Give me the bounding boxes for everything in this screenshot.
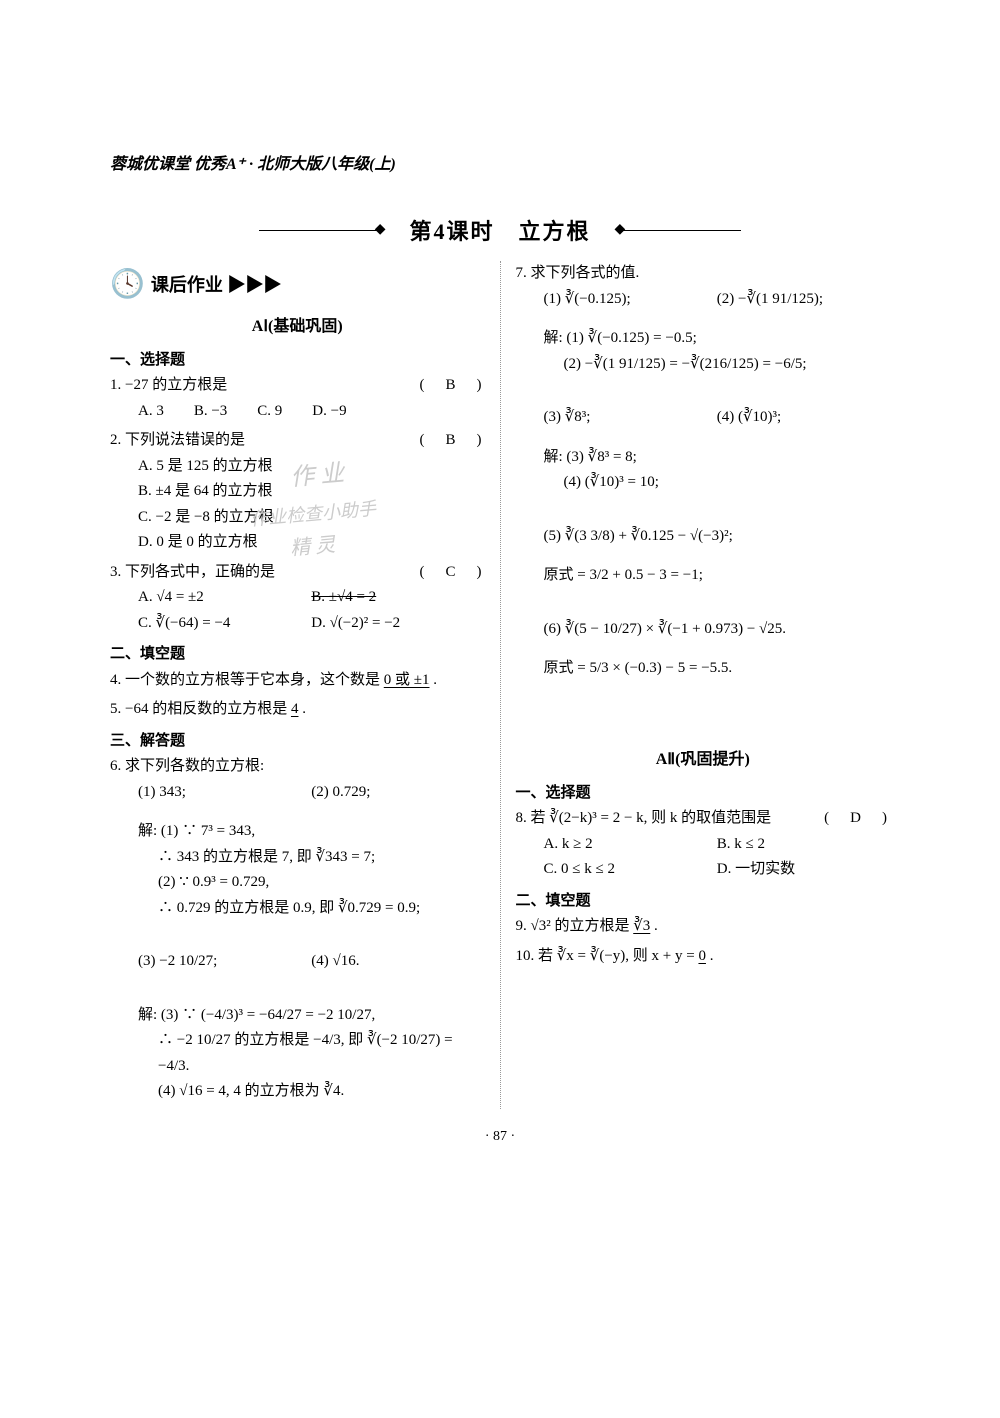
level-a1: AⅠ(基础巩固) [110, 313, 485, 340]
column-right: 7. 求下列各式的值. (1) ∛(−0.125); (2) −∛(1 91/1… [500, 261, 891, 1109]
q6-p2: (2) 0.729; [311, 780, 484, 806]
q4-answer: 0 或 ±1 [384, 672, 430, 688]
q2-opt-d: D. 0 是 0 的立方根 [110, 530, 485, 556]
q8-opt-a: A. k ≥ 2 [544, 832, 717, 858]
problem-2: 2. 下列说法错误的是 ( B ) A. 5 是 125 的立方根 B. ±4 … [110, 428, 485, 556]
divider-right [621, 230, 741, 231]
q9-answer: ∛3 [633, 918, 650, 934]
q8-stem: 8. 若 ∛(2−k)³ = 2 − k, 则 k 的取值范围是 [516, 806, 772, 832]
q5-answer: 4 [291, 701, 299, 717]
q7-p6: (6) ∛(5 − 10/27) × ∛(−1 + 0.973) − √25. [516, 617, 891, 643]
homework-label: 课后作业 ▶▶▶ [151, 270, 282, 301]
q7-s5: 原式 = 3/2 + 0.5 − 3 = −1; [516, 563, 891, 589]
divider-left [259, 230, 379, 231]
q6-s2a: (2) ∵ 0.9³ = 0.729, [110, 870, 485, 896]
problem-9: 9. √3² 的立方根是 ∛3 . [516, 914, 891, 940]
q3-stem: 3. 下列各式中，正确的是 [110, 560, 275, 586]
problem-5: 5. −64 的相反数的立方根是 4 . [110, 697, 485, 723]
q3-opt-b: B. ±√4 = 2 [311, 585, 484, 611]
book-header: 蓉城优课堂 优秀A⁺ · 北师大版八年级(上) [110, 150, 890, 174]
q8-opt-d: D. 一切实数 [717, 857, 890, 883]
problem-3: 3. 下列各式中，正确的是 ( C ) A. √4 = ±2 B. ±√4 = … [110, 560, 485, 637]
level-a2: AⅡ(巩固提升) [516, 746, 891, 773]
q1-stem: 1. −27 的立方根是 [110, 373, 227, 399]
q7-s2: (2) −∛(1 91/125) = −∛(216/125) = −6/5; [516, 352, 891, 378]
q2-opt-c: C. −2 是 −8 的立方根 [110, 505, 485, 531]
problem-4: 4. 一个数的立方根等于它本身，这个数是 0 或 ±1 . [110, 668, 485, 694]
problem-10: 10. 若 ∛x = ∛(−y), 则 x + y = 0 . [516, 944, 891, 970]
q5-stem: 5. −64 的相反数的立方根是 [110, 701, 287, 717]
lesson-title: 第4课时 立方根 [409, 214, 590, 246]
q7-s4: (4) (∛10)³ = 10; [516, 470, 891, 496]
q7-p3: (3) ∛8³; [544, 405, 717, 431]
q2-answer: ( B ) [420, 428, 485, 454]
q6-s4: (4) √16 = 4, 4 的立方根为 ∛4. [110, 1079, 485, 1105]
q7-s1: 解: (1) ∛(−0.125) = −0.5; [516, 326, 891, 352]
heading-blank: 二、填空题 [110, 642, 485, 668]
q3-answer: ( C ) [420, 560, 485, 586]
q7-p5: (5) ∛(3 3/8) + ∛0.125 − √(−3)²; [516, 524, 891, 550]
heading-choice-2: 一、选择题 [516, 781, 891, 807]
q6-s3b: ∴ −2 10/27 的立方根是 −4/3, 即 ∛(−2 10/27) = −… [110, 1028, 485, 1079]
heading-solve: 三、解答题 [110, 729, 485, 755]
q2-opt-a: A. 5 是 125 的立方根 [110, 454, 485, 480]
badge-icon: 🕓 [110, 261, 145, 309]
q8-opt-c: C. 0 ≤ k ≤ 2 [544, 857, 717, 883]
q4-stem: 4. 一个数的立方根等于它本身，这个数是 [110, 672, 380, 688]
q7-s3: 解: (3) ∛8³ = 8; [516, 445, 891, 471]
q2-opt-b: B. ±4 是 64 的立方根 [110, 479, 485, 505]
q6-p1: (1) 343; [138, 780, 311, 806]
problem-1: 1. −27 的立方根是 ( B ) A. 3 B. −3 C. 9 D. −9 [110, 373, 485, 424]
q6-s3a: 解: (3) ∵ (−4/3)³ = −64/27 = −2 10/27, [110, 1003, 485, 1029]
q5-tail: . [302, 701, 306, 717]
q7-p4: (4) (∛10)³; [717, 405, 890, 431]
column-left: 🕓 课后作业 ▶▶▶ AⅠ(基础巩固) 一、选择题 1. −27 的立方根是 (… [110, 261, 500, 1109]
q2-stem: 2. 下列说法错误的是 [110, 428, 245, 454]
problem-7: 7. 求下列各式的值. (1) ∛(−0.125); (2) −∛(1 91/1… [516, 261, 891, 682]
q6-p4: (4) √16. [311, 949, 484, 975]
q4-tail: . [433, 672, 437, 688]
q7-s6: 原式 = 5/3 × (−0.3) − 5 = −5.5. [516, 656, 891, 682]
q7-p2: (2) −∛(1 91/125); [717, 287, 890, 313]
q10-tail: . [710, 948, 714, 964]
q6-s1b: ∴ 343 的立方根是 7, 即 ∛343 = 7; [110, 845, 485, 871]
q3-opt-a: A. √4 = ±2 [138, 585, 311, 611]
page-number: · 87 · [110, 1129, 890, 1145]
q6-p3: (3) −2 10/27; [138, 949, 311, 975]
q6-stem: 6. 求下列各数的立方根: [110, 754, 485, 780]
q1-options: A. 3 B. −3 C. 9 D. −9 [110, 399, 485, 425]
q1-answer: ( B ) [420, 373, 485, 399]
q6-s2b: ∴ 0.729 的立方根是 0.9, 即 ∛0.729 = 0.9; [110, 896, 485, 922]
lesson-title-row: 第4课时 立方根 [110, 214, 890, 246]
q10-answer: 0 [698, 948, 706, 964]
homework-badge: 🕓 课后作业 ▶▶▶ [110, 261, 485, 309]
q10-stem: 10. 若 ∛x = ∛(−y), 则 x + y = [516, 948, 695, 964]
heading-blank-2: 二、填空题 [516, 889, 891, 915]
problem-6: 6. 求下列各数的立方根: (1) 343; (2) 0.729; 解: (1)… [110, 754, 485, 1105]
q7-stem: 7. 求下列各式的值. [516, 261, 891, 287]
q9-stem: 9. √3² 的立方根是 [516, 918, 630, 934]
q8-opt-b: B. k ≤ 2 [717, 832, 890, 858]
q9-tail: . [654, 918, 658, 934]
problem-8: 8. 若 ∛(2−k)³ = 2 − k, 则 k 的取值范围是 ( D ) A… [516, 806, 891, 883]
q6-s1a: 解: (1) ∵ 7³ = 343, [110, 819, 485, 845]
q8-answer: ( D ) [824, 806, 890, 832]
q7-p1: (1) ∛(−0.125); [544, 287, 717, 313]
heading-choice: 一、选择题 [110, 348, 485, 374]
q3-opt-d: D. √(−2)² = −2 [311, 611, 484, 637]
q3-opt-c: C. ∛(−64) = −4 [138, 611, 311, 637]
content-columns: 🕓 课后作业 ▶▶▶ AⅠ(基础巩固) 一、选择题 1. −27 的立方根是 (… [110, 261, 890, 1109]
